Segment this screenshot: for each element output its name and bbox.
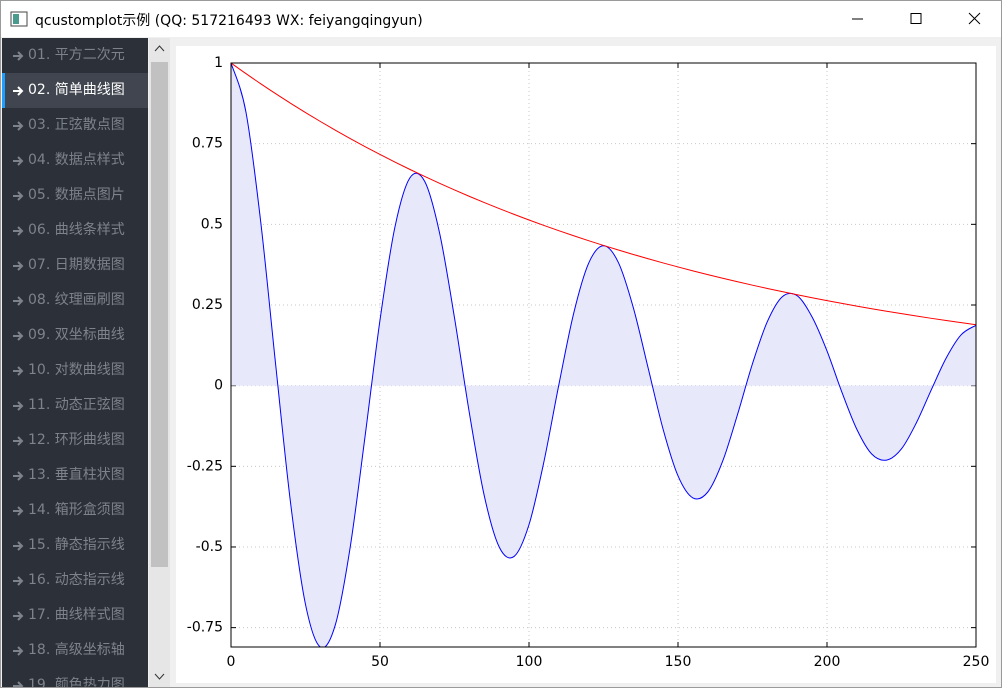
nav-item[interactable]: 12. 环形曲线图 <box>2 423 148 458</box>
nav-item[interactable]: 05. 数据点图片 <box>2 178 148 213</box>
nav-label: 03. 正弦散点图 <box>28 117 125 133</box>
chart: -0.75 -0.5 -0.25 0 0.25 0.5 0.75 1 0 50 100 150 200 2… <box>187 55 990 670</box>
nav-item[interactable]: 08. 纹理画刷图 <box>2 283 148 318</box>
y-tick-label: -0.5 <box>196 539 223 555</box>
window-controls <box>852 12 981 25</box>
window-title: qcustomplot示例 (QQ: 517216493 WX: feiyang… <box>35 13 423 29</box>
nav-item[interactable]: 13. 垂直柱状图 <box>2 458 148 493</box>
nav-label: 14. 箱形盒须图 <box>28 502 125 518</box>
nav-label: 09. 双坐标曲线 <box>28 327 125 343</box>
scrollbar[interactable] <box>149 38 170 687</box>
maximize-button[interactable] <box>910 13 922 24</box>
arrow-icon <box>13 576 24 586</box>
nav-label: 04. 数据点样式 <box>28 152 125 168</box>
nav-item[interactable]: 09. 双坐标曲线 <box>2 318 148 353</box>
line-series <box>231 63 976 326</box>
line-series <box>231 63 976 647</box>
x-tick-label: 200 <box>814 654 841 670</box>
scroll-thumb[interactable] <box>151 62 168 567</box>
arrow-icon <box>13 436 24 446</box>
nav-label: 10. 对数曲线图 <box>28 362 125 378</box>
arrow-icon <box>13 611 24 621</box>
nav-item[interactable]: 16. 动态指示线 <box>2 563 148 598</box>
nav-label: 19. 颜色热力图 <box>28 677 125 688</box>
nav-label: 17. 曲线样式图 <box>28 607 125 623</box>
x-tick-label: 0 <box>227 654 236 670</box>
nav-item[interactable]: 19. 颜色热力图 <box>2 668 148 688</box>
plot-panel: -0.75 -0.5 -0.25 0 0.25 0.5 0.75 1 0 50 100 150 200 2… <box>176 46 996 683</box>
nav-item[interactable]: 07. 日期数据图 <box>2 248 148 283</box>
nav-list: 01. 平方二次元 02. 简单曲线图 03. 正弦散点图 04. 数据点样式 05. … <box>2 38 148 688</box>
arrow-icon <box>13 331 24 341</box>
nav-label: 02. 简单曲线图 <box>28 82 125 98</box>
nav-label: 06. 曲线条样式 <box>28 222 125 238</box>
arrow-icon <box>13 51 24 61</box>
nav-label: 08. 纹理画刷图 <box>28 292 125 308</box>
arrow-icon <box>13 401 24 411</box>
nav-label: 07. 日期数据图 <box>28 257 125 273</box>
x-tick-label: 50 <box>371 654 389 670</box>
nav-item[interactable]: 02. 简单曲线图 <box>2 73 148 108</box>
arrow-icon <box>13 121 24 131</box>
x-tick-label: 100 <box>516 654 543 670</box>
arrow-icon <box>13 471 24 481</box>
nav-item[interactable]: 15. 静态指示线 <box>2 528 148 563</box>
app-icon <box>10 11 28 27</box>
nav-item[interactable]: 04. 数据点样式 <box>2 143 148 178</box>
nav-label: 15. 静态指示线 <box>28 537 125 553</box>
nav-item[interactable]: 17. 曲线样式图 <box>2 598 148 633</box>
arrow-icon <box>13 296 24 306</box>
axis-frame <box>230 62 977 648</box>
scroll-arrows <box>154 45 165 680</box>
nav-label: 11. 动态正弦图 <box>28 397 125 413</box>
nav-item[interactable]: 18. 高级坐标轴 <box>2 633 148 668</box>
arrow-icon <box>13 86 24 96</box>
y-tick-label: 1 <box>214 55 223 71</box>
x-tick-label: 250 <box>963 654 990 670</box>
nav-item[interactable]: 10. 对数曲线图 <box>2 353 148 388</box>
nav-item[interactable]: 11. 动态正弦图 <box>2 388 148 423</box>
nav-label: 16. 动态指示线 <box>28 572 125 588</box>
arrow-icon <box>13 366 24 376</box>
y-tick-label: 0.75 <box>192 136 223 152</box>
y-tick-label: 0.25 <box>192 297 223 313</box>
nav-label: 13. 垂直柱状图 <box>28 467 125 483</box>
arrow-icon <box>13 226 24 236</box>
nav-label: 01. 平方二次元 <box>28 47 125 63</box>
arrow-icon <box>13 156 24 166</box>
arrow-icon <box>13 191 24 201</box>
close-button[interactable] <box>968 12 981 25</box>
x-tick-label: 150 <box>665 654 692 670</box>
nav-item[interactable]: 03. 正弦散点图 <box>2 108 148 143</box>
nav-label: 05. 数据点图片 <box>28 187 125 203</box>
arrow-icon <box>13 506 24 516</box>
nav-label: 18. 高级坐标轴 <box>28 642 125 658</box>
area-fill <box>231 63 976 647</box>
arrow-icon <box>13 681 24 687</box>
y-tick-label: 0.5 <box>201 216 223 232</box>
arrow-icon <box>13 646 24 656</box>
nav-item[interactable]: 06. 曲线条样式 <box>2 213 148 248</box>
nav-item[interactable]: 14. 箱形盒须图 <box>2 493 148 528</box>
y-tick-label: -0.25 <box>187 458 223 474</box>
nav-label: 12. 环形曲线图 <box>28 432 125 448</box>
arrow-icon <box>13 541 24 551</box>
title-bar: qcustomplot示例 (QQ: 517216493 WX: feiyang… <box>1 1 1001 37</box>
arrow-icon <box>13 261 24 271</box>
y-tick-label: 0 <box>214 378 223 394</box>
y-tick-label: -0.75 <box>187 620 223 636</box>
nav-item[interactable]: 01. 平方二次元 <box>2 38 148 73</box>
